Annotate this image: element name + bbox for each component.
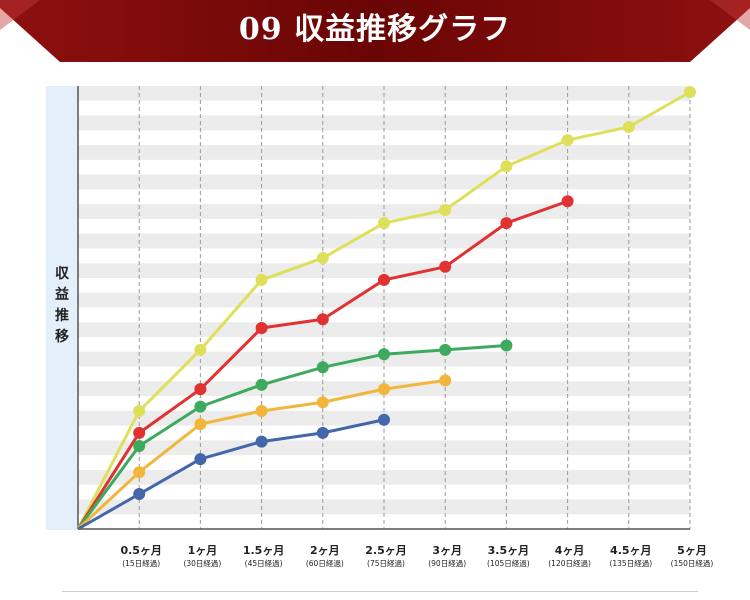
series-points xyxy=(133,86,696,501)
series-1-point xyxy=(500,160,513,173)
y-axis-label-panel: 収益推移 xyxy=(46,86,78,530)
series-2-point xyxy=(133,426,146,439)
series-2-point xyxy=(194,383,207,396)
series-1-point xyxy=(684,86,696,98)
series-1-point xyxy=(194,343,207,356)
y-axis-label: 収益推移 xyxy=(55,266,69,345)
x-tick-sub: (60日経過) xyxy=(305,559,344,568)
series-3-point xyxy=(133,439,146,452)
series-3-point xyxy=(255,378,268,391)
x-tick-sub: (90日経過) xyxy=(428,559,467,568)
series-2-point xyxy=(316,313,329,326)
x-tick-sub: (150日経過) xyxy=(670,559,714,568)
grid-band xyxy=(78,292,690,308)
grid-bands xyxy=(78,86,690,515)
x-tick-label: 4ヶ月 (120日経過) xyxy=(538,544,602,569)
x-tick-sub: (135日経過) xyxy=(609,559,653,568)
x-tick-main: 3.5ヶ月 xyxy=(487,544,530,557)
divider xyxy=(62,591,698,592)
grid-band xyxy=(78,322,690,338)
series-2-point xyxy=(561,195,574,208)
x-tick-main: 5ヶ月 xyxy=(677,544,707,557)
series-line-5 xyxy=(77,418,385,531)
series-2-point xyxy=(439,260,452,273)
series-4-point xyxy=(194,418,207,431)
series-4-point xyxy=(133,466,146,479)
series-5-point xyxy=(133,488,146,501)
x-tick-label: 3.5ヶ月 (105日経過) xyxy=(476,544,540,569)
x-tick-sub: (45日経過) xyxy=(244,559,283,568)
series-3-point xyxy=(316,361,329,374)
x-tick-sub: (30日経過) xyxy=(183,559,222,568)
x-tick-sub: (75日経過) xyxy=(367,559,405,568)
series-2-point xyxy=(255,321,268,334)
series-3-point xyxy=(439,343,452,356)
series-3-point xyxy=(500,339,513,352)
x-tick-sub: (105日経過) xyxy=(487,559,530,568)
x-axis-ticks: 0.5ヶ月 (15日経過) 1ヶ月 (30日経過) 1.5ヶ月 (45日経過) 2ヶ月 (60… xyxy=(0,544,750,580)
series-1-point xyxy=(439,203,452,216)
series-5-point xyxy=(316,426,329,439)
x-tick-label: 2ヶ月 (60日経過) xyxy=(293,544,357,569)
x-tick-sub: (15日経過) xyxy=(122,559,161,568)
series-4-point xyxy=(316,396,329,409)
page-title: 09 収益推移グラフ xyxy=(238,12,512,47)
series-1-point xyxy=(255,273,268,286)
banner-shape xyxy=(0,0,750,62)
series-5-point xyxy=(194,453,207,466)
series-1-point xyxy=(316,252,329,265)
x-tick-sub: (120日経過) xyxy=(548,559,591,568)
x-tick-label: 1ヶ月 (30日経過) xyxy=(170,544,234,569)
series-1-point xyxy=(561,134,574,147)
x-tick-main: 2ヶ月 xyxy=(309,544,340,557)
x-tick-label: 2.5ヶ月 (75日経過) xyxy=(354,544,418,569)
series-4-point xyxy=(439,374,452,387)
series-5-point xyxy=(378,413,390,426)
grid-band xyxy=(78,204,690,219)
series-4-point xyxy=(255,405,268,418)
series-3-point xyxy=(194,400,207,413)
chart-axes xyxy=(77,86,690,530)
x-tick-main: 3ヶ月 xyxy=(432,544,463,557)
series-2-point xyxy=(500,217,513,230)
x-tick-label: 4.5ヶ月 (135日経過) xyxy=(599,544,663,569)
x-tick-main: 4ヶ月 xyxy=(554,544,585,557)
x-tick-main: 2.5ヶ月 xyxy=(365,544,407,557)
x-tick-label: 5ヶ月 (150日経過) xyxy=(660,544,724,569)
x-tick-main: 1ヶ月 xyxy=(187,544,218,557)
series-1-point xyxy=(622,120,635,133)
x-tick-main: 0.5ヶ月 xyxy=(120,544,162,557)
series-1-point xyxy=(378,217,390,230)
grid-band xyxy=(78,469,690,485)
series-4-point xyxy=(378,383,390,396)
series-1-point xyxy=(133,405,146,418)
x-tick-label: 1.5ヶ月 (45日経過) xyxy=(232,544,296,569)
x-tick-main: 4.5ヶ月 xyxy=(610,544,652,557)
title-banner: 09 収益推移グラフ xyxy=(0,0,750,64)
series-5-point xyxy=(255,435,268,448)
x-tick-main: 1.5ヶ月 xyxy=(242,544,285,557)
series-line-3 xyxy=(76,343,507,530)
grid-vertical-lines xyxy=(138,86,691,529)
x-tick-label: 3ヶ月 (90日経過) xyxy=(415,544,479,569)
series-2-point xyxy=(378,273,390,286)
grid-band xyxy=(78,174,690,190)
x-tick-label: 0.5ヶ月 (15日経過) xyxy=(109,544,173,569)
series-3-point xyxy=(378,348,390,361)
